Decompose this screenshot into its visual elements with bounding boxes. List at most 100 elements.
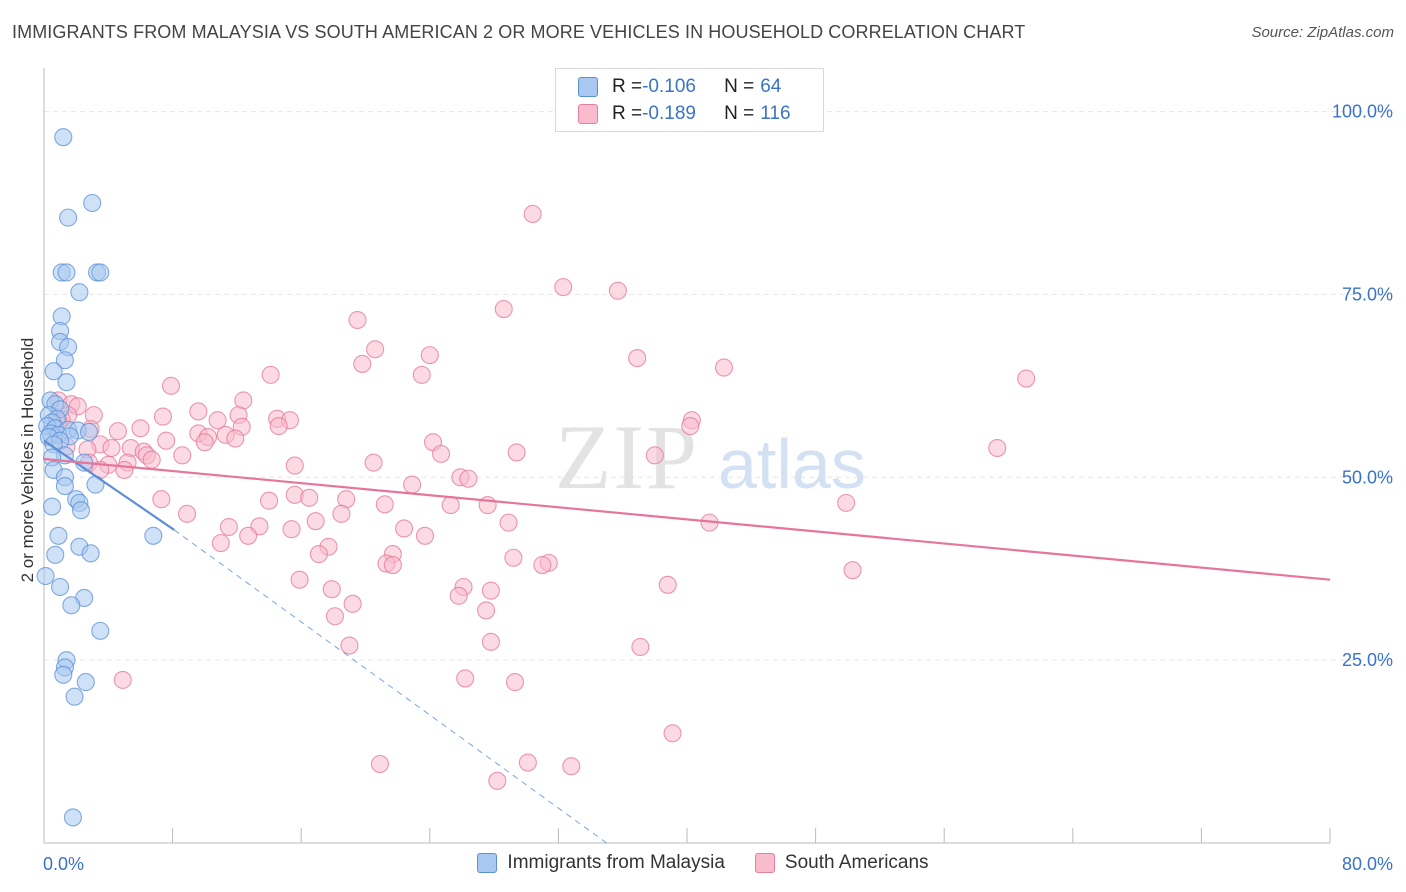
point-malaysia [51,577,70,597]
point-south-americans [432,444,451,463]
point-south-americans [645,446,664,465]
point-malaysia [36,566,55,586]
point-south-americans [259,491,279,510]
stats-n-value: 116 [760,103,791,124]
legend-label: South Americans [784,852,929,873]
series-malaysia [36,128,163,827]
point-malaysia [57,373,76,392]
point-south-americans [628,349,647,368]
point-malaysia [44,362,63,381]
point-south-americans [161,376,181,395]
stats-swatch-south-americans [578,104,598,124]
point-south-americans [131,419,150,438]
point-malaysia [55,351,74,370]
point-south-americans [113,670,132,689]
point-south-americans [353,354,372,373]
point-south-americans [340,636,359,655]
point-south-americans [1017,369,1036,388]
point-south-americans [261,365,280,384]
legend-swatch-malaysia [477,853,498,873]
point-south-americans [195,433,214,452]
point-south-americans [843,561,862,580]
point-malaysia [49,526,68,545]
stats-box: R = -0.106 N = 64 R = -0.189 N = 116 [555,68,824,132]
trendline-malaysia [43,439,175,531]
point-south-americans [681,417,700,436]
point-south-americans [332,504,351,523]
point-south-americans [211,534,230,553]
point-south-americans [488,771,507,790]
point-south-americans [325,607,345,626]
point-south-americans [173,446,192,465]
chart-title: IMMIGRANTS FROM MALAYSIA VS SOUTH AMERIC… [12,22,1026,42]
point-south-americans [108,422,127,441]
point-malaysia [59,208,78,227]
watermark-zip: ZIP [555,406,699,508]
point-south-americans [102,438,121,458]
point-malaysia [91,263,110,282]
point-malaysia [70,283,89,302]
point-malaysia [81,544,100,563]
point-south-americans [507,443,526,462]
point-south-americans [403,475,422,494]
point-south-americans [226,429,245,448]
x-tick-label: 0.0% [43,854,84,874]
point-south-americans [449,586,468,605]
stats-r-label: R = [612,76,643,97]
point-south-americans [364,453,383,472]
stats-r-value: -0.189 [642,103,696,124]
legend-label: Immigrants from Malaysia [507,852,725,873]
legend: Immigrants from Malaysia South Americans [0,852,1406,874]
point-south-americans [412,365,431,384]
stats-row-south-americans: R = -0.189 N = 116 [578,102,791,126]
gridlines [44,111,1392,661]
point-south-americans [714,358,734,377]
point-malaysia [83,193,102,213]
point-south-americans [208,411,227,430]
point-south-americans [554,278,573,297]
trendline-malaysia-extension [173,529,607,844]
point-south-americans [115,460,134,480]
point-south-americans [988,438,1007,458]
series-south-americans [49,204,1036,790]
y-tick-label: 100.0% [1332,102,1393,122]
point-malaysia [57,263,76,282]
legend-item-south-americans[interactable]: South Americans [754,852,929,874]
point-south-americans [663,724,682,743]
point-south-americans [269,417,288,436]
point-south-americans [370,754,390,774]
stats-swatch-malaysia [578,77,598,97]
point-south-americans [415,526,435,545]
point-south-americans [157,431,176,450]
point-south-americans [481,581,500,600]
point-south-americans [219,517,238,537]
point-malaysia [55,477,74,496]
point-malaysia [76,673,95,692]
point-south-americans [504,548,523,567]
y-tick-label: 75.0% [1342,284,1393,304]
point-south-americans [523,204,542,224]
point-south-americans [533,556,552,575]
point-malaysia [54,128,73,147]
point-south-americans [441,496,460,515]
stats-n-label: N = [724,76,755,97]
point-south-americans [152,490,171,509]
stats-r-label: R = [612,103,643,124]
watermark-atlas: atlas [718,425,866,503]
point-malaysia [86,475,105,494]
point-south-americans [459,469,478,488]
legend-swatch-south-americans [754,853,775,873]
source-label: Source: ZipAtlas.com [1251,24,1394,41]
point-south-americans [477,601,496,620]
stats-row-malaysia: R = -0.106 N = 64 [578,75,781,99]
point-south-americans [285,456,304,475]
point-south-americans [300,488,319,507]
point-south-americans [383,556,402,575]
tick-labels: 25.0% 50.0% 75.0% 100.0% 0.0% 80.0% [43,102,1393,874]
y-tick-label: 50.0% [1342,467,1393,487]
legend-item-malaysia[interactable]: Immigrants from Malaysia [477,852,725,874]
point-south-americans [290,570,309,589]
point-south-americans [189,402,208,421]
y-tick-label: 25.0% [1342,650,1393,670]
